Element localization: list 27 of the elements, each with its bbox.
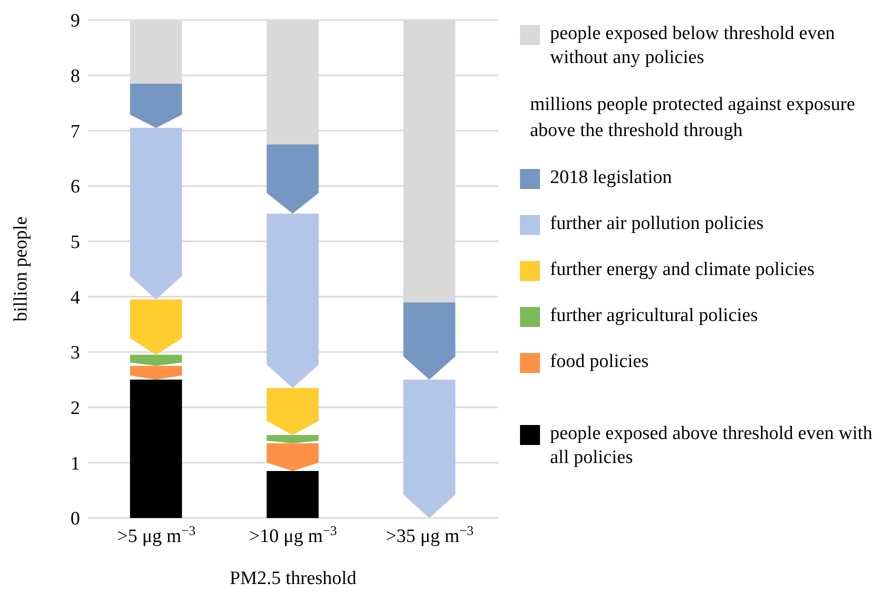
y-tick-label: 2 xyxy=(70,398,80,420)
bar xyxy=(266,214,319,388)
y-axis-title: billion people xyxy=(10,216,32,322)
x-tick-label: >5 μg m$^{−3}$ xyxy=(117,522,196,547)
y-tick-label: 6 xyxy=(70,176,80,198)
bar xyxy=(266,470,319,518)
legend-title: millions people protected against exposure above the threshold through xyxy=(530,93,856,143)
legend-label: 2018 legislation xyxy=(550,166,672,190)
y-tick-label: 5 xyxy=(70,232,80,254)
y-tick-label: 7 xyxy=(70,121,80,142)
legend-label: food policies xyxy=(550,350,649,374)
legend-label: people exposed above threshold even with all policies xyxy=(550,422,874,470)
y-tick-label: 8 xyxy=(70,66,80,88)
x-axis-title: PM2.5 threshold xyxy=(230,568,357,589)
y-tick-label: 3 xyxy=(70,342,80,364)
bar xyxy=(130,380,182,518)
legend-label: people exposed below threshold even without any policies xyxy=(550,22,836,70)
legend-label: further energy and climate policies xyxy=(550,258,814,282)
legend-label: further air pollution policies xyxy=(550,212,764,236)
bar xyxy=(130,128,182,300)
y-tick-label: 0 xyxy=(70,508,80,530)
y-tick-label: 1 xyxy=(70,453,80,474)
x-tick-label: >10 μg m$^{−3}$ xyxy=(249,522,338,547)
x-tick-label: >35 μg m$^{−3}$ xyxy=(386,522,474,547)
legend-label: further agricultural policies xyxy=(550,304,758,328)
y-tick-label: 4 xyxy=(70,287,80,308)
y-tick-label: 9 xyxy=(70,10,80,32)
